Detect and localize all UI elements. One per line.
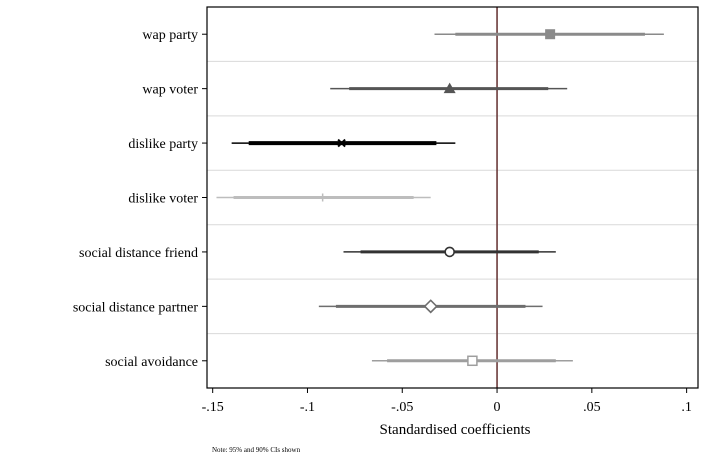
coef-row-social-distance-friend [343,246,556,258]
y-tick-label: dislike voter [128,192,198,207]
point-estimate-marker [467,355,478,367]
x-tick-label: 0 [494,400,501,415]
coef-row-wap-voter [330,82,568,94]
series-layer [216,29,664,367]
y-tick-label: wap voter [142,83,198,98]
grid-layer [207,60,698,335]
coef-row-social-avoidance [371,355,573,367]
x-tick-label: .05 [583,400,601,415]
chart-note: Note: 95% and 90% CIs shown [212,446,301,454]
x-tick-label: -.1 [300,400,315,415]
y-tick-label: social avoidance [105,355,198,370]
point-estimate-marker [423,299,438,314]
coef-row-social-distance-partner [318,299,543,314]
coef-row-dislike-party [231,138,456,148]
y-tick-label: social distance partner [73,300,199,315]
point-estimate-marker [318,193,327,202]
y-tick-label: dislike party [128,137,198,152]
x-tick-label: .1 [681,400,692,415]
y-tick-label: social distance friend [79,246,198,261]
x-tick-layer: -.15 -.1 -.05 0 .05 .1 [202,388,692,415]
point-estimate-marker [337,138,346,148]
x-axis-title: Standardised coefficients [380,422,531,438]
point-estimate-marker [545,29,556,40]
y-tick-label: wap party [142,28,198,43]
point-estimate-marker [444,246,455,258]
x-tick-label: -.05 [391,400,413,415]
coef-row-wap-party [434,29,664,40]
point-estimate-marker [443,82,456,94]
y-tick-labels: wap party wap voter dislike party dislike v… [73,28,207,370]
coef-row-dislike-voter [216,193,431,202]
x-tick-label: -.15 [202,400,224,415]
